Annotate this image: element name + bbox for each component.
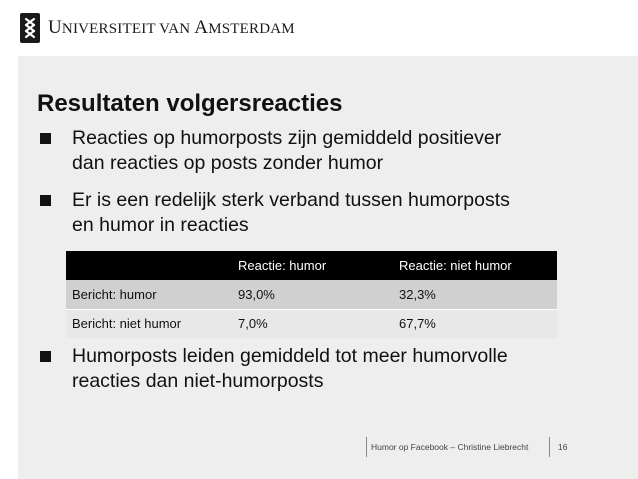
- table-header-cell: [66, 251, 232, 280]
- table-cell: 32,3%: [393, 280, 557, 310]
- square-bullet-icon: [40, 195, 51, 206]
- university-logo: [20, 13, 40, 43]
- table-cell: 93,0%: [232, 280, 393, 310]
- footer-presentation-title: Humor op Facebook – Christine Liebrecht: [366, 437, 528, 457]
- square-bullet-icon: [40, 351, 51, 362]
- bullet-text: Reacties op humorposts zijn gemiddeld po…: [72, 127, 502, 174]
- table-row: Bericht: niet humor 7,0% 67,7%: [66, 309, 557, 338]
- table-cell: 67,7%: [393, 309, 557, 338]
- university-name: UNIVERSITEIT VAN AMSTERDAM: [48, 17, 295, 38]
- slide-content: Resultaten volgersreacties Reacties op h…: [18, 56, 638, 479]
- table-row: Bericht: humor 93,0% 32,3%: [66, 280, 557, 310]
- square-bullet-icon: [40, 133, 51, 144]
- bullet-text: Humorposts leiden gemiddeld tot meer hum…: [72, 345, 508, 392]
- table-header-row: Reactie: humor Reactie: niet humor: [66, 251, 557, 280]
- results-table: Reactie: humor Reactie: niet humor Beric…: [66, 251, 557, 338]
- bullet-text: Er is een redelijk sterk verband tussen …: [72, 189, 510, 236]
- header-bar: UNIVERSITEIT VAN AMSTERDAM: [0, 0, 638, 56]
- table-cell: Bericht: niet humor: [66, 309, 232, 338]
- slide-title: Resultaten volgersreacties: [37, 90, 343, 117]
- table-cell: 7,0%: [232, 309, 393, 338]
- table-header-cell: Reactie: humor: [232, 251, 393, 280]
- table-header-cell: Reactie: niet humor: [393, 251, 557, 280]
- table-cell: Bericht: humor: [66, 280, 232, 310]
- footer-page-number: 16: [549, 437, 567, 457]
